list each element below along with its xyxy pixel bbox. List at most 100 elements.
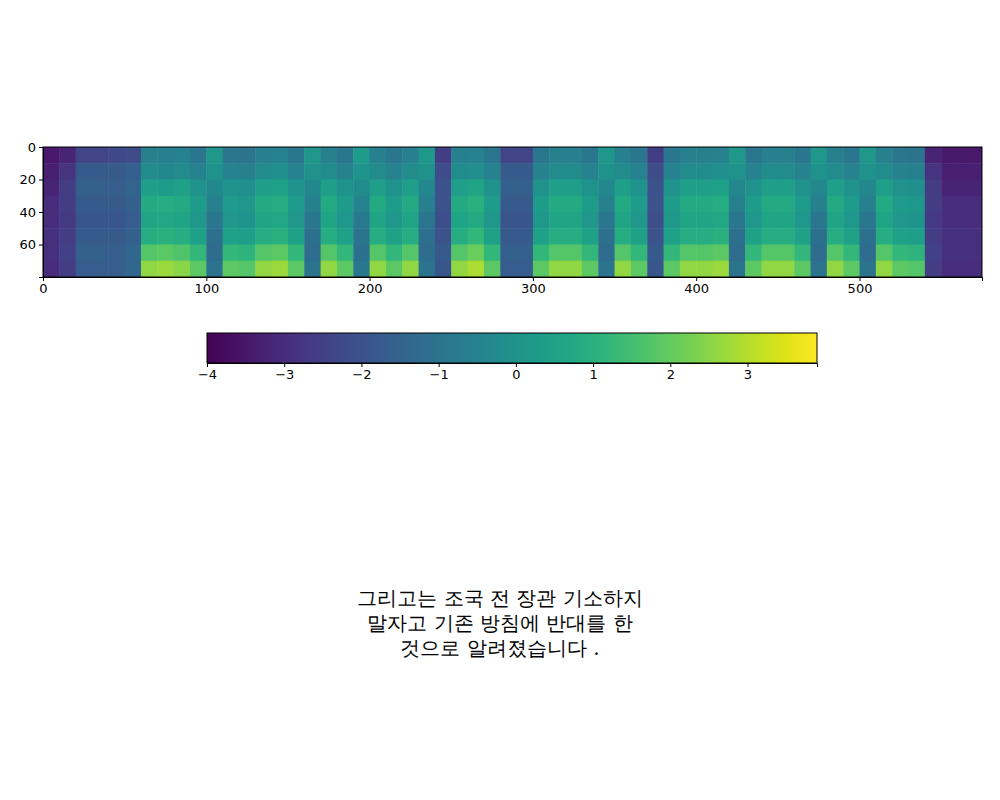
cell: [696, 196, 713, 213]
cell: [500, 196, 517, 213]
cell: [125, 163, 142, 180]
cell: [843, 261, 860, 277]
colorbar-tick: −3: [275, 363, 294, 382]
cell: [141, 245, 158, 262]
cell: [500, 261, 517, 277]
cell: [272, 196, 289, 213]
cell: [239, 180, 256, 197]
cell: [876, 196, 893, 213]
cell: [108, 180, 125, 197]
cell: [958, 163, 975, 180]
y-tick: 20: [19, 172, 43, 187]
cell: [59, 212, 76, 229]
colorbar-tick-label: 2: [667, 367, 675, 382]
cell: [255, 245, 272, 262]
x-tick-label: 500: [848, 281, 873, 296]
cell: [370, 261, 387, 277]
cell: [239, 163, 256, 180]
cell: [288, 261, 305, 277]
cell: [696, 212, 713, 229]
cell: [909, 245, 926, 262]
cell: [664, 261, 681, 277]
cell: [745, 261, 762, 277]
cell: [402, 196, 419, 213]
cell: [582, 245, 599, 262]
cell: [435, 212, 452, 229]
cell: [157, 180, 174, 197]
cell: [598, 212, 615, 229]
cell: [517, 196, 534, 213]
colorbar-tick: −2: [352, 363, 371, 382]
cell: [664, 163, 681, 180]
colorbar-tick-label: −1: [430, 367, 449, 382]
cell: [974, 180, 982, 197]
cell: [239, 261, 256, 277]
cell: [76, 228, 93, 245]
cell: [517, 147, 534, 164]
cell: [533, 245, 550, 262]
cell: [304, 163, 321, 180]
cell: [108, 196, 125, 213]
cell: [108, 147, 125, 164]
cell: [631, 245, 648, 262]
cell: [925, 180, 942, 197]
cell: [223, 147, 240, 164]
cell: [876, 245, 893, 262]
cell: [827, 163, 844, 180]
cell: [762, 147, 779, 164]
cell: [549, 245, 566, 262]
cell: [615, 245, 632, 262]
cell: [876, 180, 893, 197]
cell: [794, 196, 811, 213]
cell: [419, 163, 436, 180]
cell: [876, 212, 893, 229]
x-tick: 0: [39, 277, 47, 296]
cell: [892, 163, 909, 180]
x-tick: 100: [194, 277, 219, 296]
cell: [729, 196, 746, 213]
cell: [631, 180, 648, 197]
cell: [794, 245, 811, 262]
cell: [76, 147, 93, 164]
cell: [860, 196, 877, 213]
cell: [76, 245, 93, 262]
cell: [43, 163, 60, 180]
cell: [435, 196, 452, 213]
cell: [598, 245, 615, 262]
cell: [827, 245, 844, 262]
cell: [206, 228, 223, 245]
cell: [860, 228, 877, 245]
cell: [778, 261, 795, 277]
cell: [974, 261, 982, 277]
cell: [582, 163, 599, 180]
cell: [811, 245, 828, 262]
cell: [255, 228, 272, 245]
cell: [223, 196, 240, 213]
cell: [500, 228, 517, 245]
cell: [59, 261, 76, 277]
cell: [157, 163, 174, 180]
cell: [680, 147, 697, 164]
cell: [892, 147, 909, 164]
cell: [402, 261, 419, 277]
cell: [680, 163, 697, 180]
cell: [582, 147, 599, 164]
cell: [533, 163, 550, 180]
x-tick: 300: [521, 277, 546, 296]
cell: [190, 180, 207, 197]
cell: [794, 261, 811, 277]
cell: [794, 180, 811, 197]
cell: [337, 147, 354, 164]
cell: [435, 261, 452, 277]
colorbar-tick-label: −4: [198, 367, 217, 382]
cell: [843, 228, 860, 245]
cell: [500, 147, 517, 164]
cell: [92, 228, 109, 245]
cell: [484, 228, 501, 245]
cell: [468, 245, 485, 262]
cell: [974, 212, 982, 229]
cell: [157, 228, 174, 245]
cell: [157, 147, 174, 164]
x-axis-line: [44, 278, 983, 282]
cell: [680, 228, 697, 245]
